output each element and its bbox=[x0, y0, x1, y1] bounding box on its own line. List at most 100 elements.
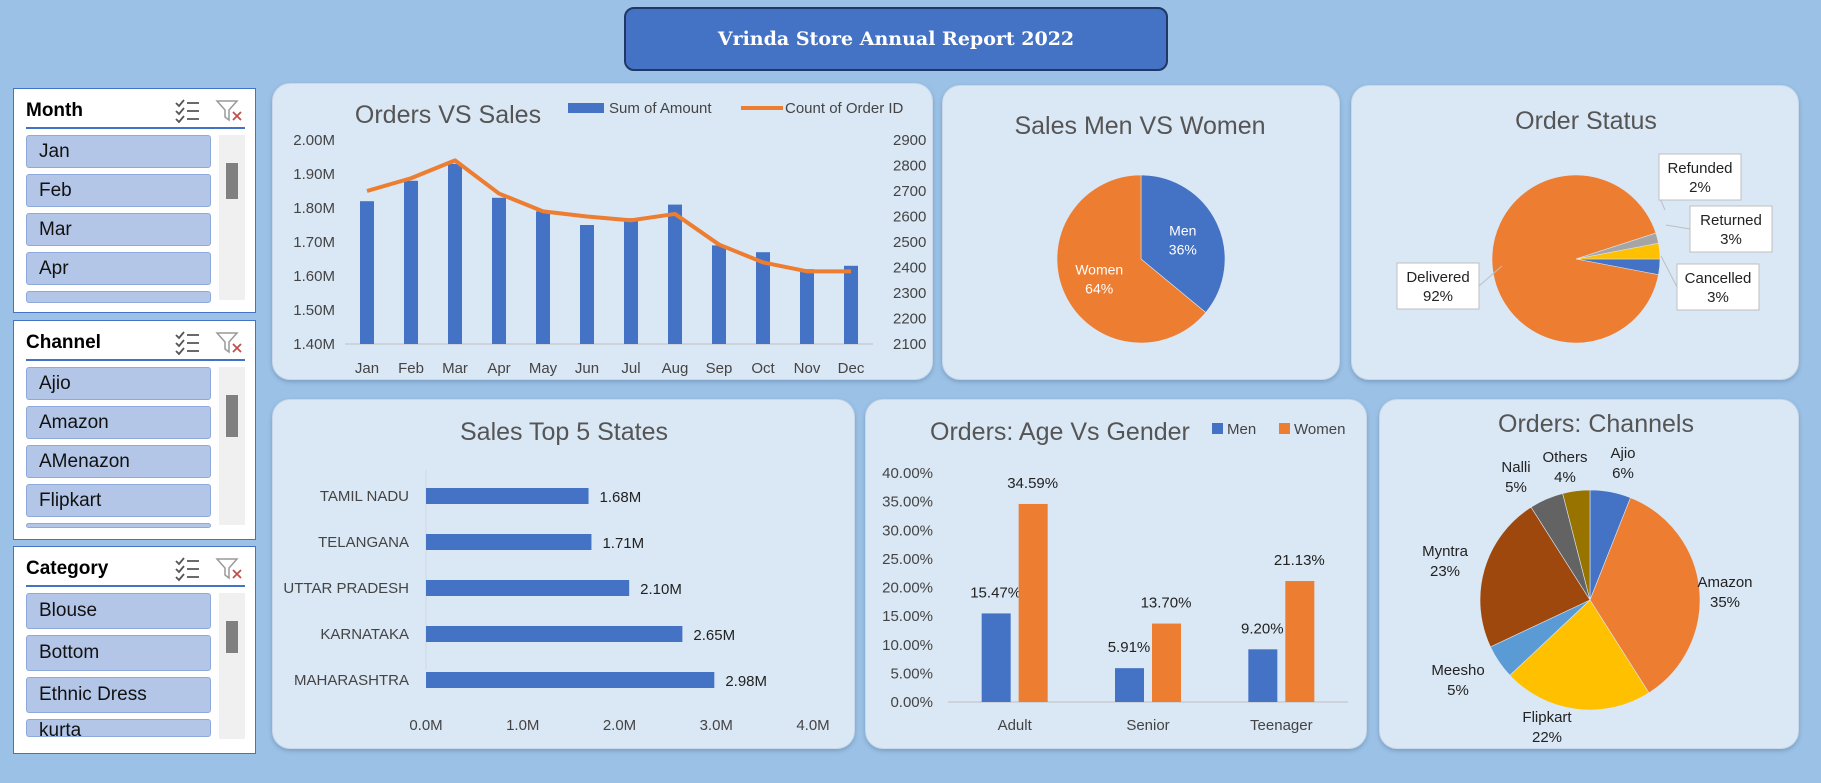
bar-value-label: 2.65M bbox=[693, 627, 735, 644]
clear-filter-icon[interactable] bbox=[215, 98, 245, 124]
slicer-item-kurta[interactable]: kurta bbox=[26, 719, 211, 737]
bar-state bbox=[426, 488, 589, 504]
channel-slice-amazon bbox=[1589, 497, 1701, 694]
callout-value: 3% bbox=[1707, 289, 1729, 306]
sales-men-women-chart: Sales Men VS Women Men 36% Women 64% bbox=[1014, 112, 1266, 344]
bar-value-label: 2.10M bbox=[640, 581, 682, 598]
x-tick-label: Jun bbox=[575, 360, 599, 377]
y-tick-label: 20.00% bbox=[882, 580, 933, 597]
x-tick-label: 4.0M bbox=[796, 717, 829, 734]
multi-select-icon[interactable] bbox=[173, 330, 203, 356]
leader-line bbox=[1665, 224, 1691, 230]
slicer-item-mar[interactable]: Mar bbox=[26, 213, 211, 246]
y-right-tick-label: 2700 bbox=[893, 183, 926, 200]
bar-sales bbox=[448, 163, 462, 344]
bar-sales bbox=[624, 218, 638, 344]
bar-women bbox=[1018, 503, 1048, 702]
slice-name-label: Amazon bbox=[1697, 574, 1752, 591]
slicer-item-feb[interactable]: Feb bbox=[26, 174, 211, 207]
age-gender-card: Orders: Age Vs Gender Men Women 0.00% 5.00% 1… bbox=[865, 399, 1367, 749]
slicer-item-ethnic-dress[interactable]: Ethnic Dress bbox=[26, 677, 211, 713]
x-tick-label: Jan bbox=[355, 360, 379, 377]
bar-sales bbox=[800, 269, 814, 344]
legend-swatch-women bbox=[1279, 423, 1290, 434]
chart-title: Order Status bbox=[1515, 107, 1657, 135]
chart-title: Sales Top 5 States bbox=[460, 418, 668, 446]
slice-value-label: 64% bbox=[1085, 281, 1113, 297]
callout-value: 2% bbox=[1689, 179, 1711, 196]
x-tick-label: Adult bbox=[998, 717, 1033, 734]
slicer-scroll-thumb[interactable] bbox=[226, 395, 238, 437]
bar-value-label: 1.71M bbox=[602, 535, 644, 552]
slicer-scrollbar[interactable] bbox=[219, 135, 245, 300]
slice-name-label: Nalli bbox=[1501, 459, 1530, 476]
y-right-tick-label: 2200 bbox=[893, 311, 926, 328]
x-tick-label: 3.0M bbox=[700, 717, 733, 734]
slicer-scroll-thumb[interactable] bbox=[226, 163, 238, 199]
x-tick-label: 2.0M bbox=[603, 717, 636, 734]
slicer-item-amazon[interactable]: Amazon bbox=[26, 406, 211, 439]
multi-select-icon[interactable] bbox=[173, 556, 203, 582]
slicer-item-bottom[interactable]: Bottom bbox=[26, 635, 211, 671]
slicer-item-jan[interactable]: Jan bbox=[26, 135, 211, 168]
slice-name-label: Others bbox=[1542, 449, 1587, 466]
order-status-chart: Order Status Cancelled 3% Delivered 92% Refun… bbox=[1396, 107, 1773, 344]
bar-value-label: 15.47% bbox=[970, 584, 1021, 601]
data-callout bbox=[1396, 262, 1480, 310]
legend-label: Sum of Amount bbox=[609, 100, 712, 117]
y-left-tick-label: 1.60M bbox=[293, 268, 335, 285]
clear-filter-icon[interactable] bbox=[215, 556, 245, 582]
slicer-item-apr[interactable]: Apr bbox=[26, 252, 211, 285]
callout-value: 92% bbox=[1423, 288, 1453, 305]
y-tick-label: 25.00% bbox=[882, 551, 933, 568]
y-tick-label: 30.00% bbox=[882, 522, 933, 539]
clear-filter-icon[interactable] bbox=[215, 330, 245, 356]
month-slicer: Month Jan Feb Mar Apr bbox=[13, 88, 256, 313]
line-orders bbox=[366, 158, 851, 274]
slice-name-label: Flipkart bbox=[1522, 709, 1572, 726]
y-tick-label: KARNATAKA bbox=[320, 626, 409, 643]
x-tick-label: Teenager bbox=[1250, 717, 1313, 734]
x-tick-label: Aug bbox=[662, 360, 689, 377]
chart-title: Sales Men VS Women bbox=[1014, 112, 1265, 140]
slicer-item-partial[interactable] bbox=[26, 523, 211, 528]
callout-value: 3% bbox=[1720, 231, 1742, 248]
bar-state bbox=[426, 672, 715, 688]
slice-value-label: 6% bbox=[1612, 465, 1634, 482]
channel-slice-myntra bbox=[1479, 506, 1591, 648]
y-tick-label: 40.00% bbox=[882, 465, 933, 482]
slicer-item-blouse[interactable]: Blouse bbox=[26, 593, 211, 629]
y-left-tick-label: 2.00M bbox=[293, 132, 335, 149]
channel-slicer-title: Channel bbox=[26, 332, 101, 353]
bar-sales bbox=[668, 204, 682, 344]
category-slicer-title: Category bbox=[26, 558, 109, 579]
x-tick-label: Senior bbox=[1126, 717, 1169, 734]
chart-title: Orders: Age Vs Gender bbox=[930, 418, 1190, 446]
slice-name-label: Meesho bbox=[1431, 662, 1484, 679]
slice-value-label: 23% bbox=[1430, 563, 1460, 580]
bar-value-label: 21.13% bbox=[1274, 552, 1325, 569]
data-callout bbox=[1689, 205, 1773, 253]
y-tick-label: 15.00% bbox=[882, 608, 933, 625]
slicer-item-amenazon[interactable]: AMenazon bbox=[26, 445, 211, 478]
y-tick-label: TAMIL NADU bbox=[320, 488, 409, 505]
slicer-item-flipkart[interactable]: Flipkart bbox=[26, 484, 211, 517]
slice-value-label: 36% bbox=[1169, 241, 1197, 257]
multi-select-icon[interactable] bbox=[173, 98, 203, 124]
channels-card: Orders: Channels Ajio 6% Amazon 35% Flipkart 2… bbox=[1379, 399, 1799, 749]
orders-vs-sales-card: Orders VS Sales Sum of Amount Count of Ord… bbox=[272, 83, 933, 380]
slicer-scrollbar[interactable] bbox=[219, 367, 245, 525]
y-right-tick-label: 2100 bbox=[893, 336, 926, 353]
x-tick-label: 1.0M bbox=[506, 717, 539, 734]
slicer-scroll-thumb[interactable] bbox=[226, 621, 238, 653]
y-tick-label: 10.00% bbox=[882, 637, 933, 654]
y-left-tick-label: 1.70M bbox=[293, 234, 335, 251]
y-left-tick-label: 1.90M bbox=[293, 166, 335, 183]
slicer-item-partial[interactable] bbox=[26, 291, 211, 303]
channel-slice-flipkart bbox=[1509, 599, 1650, 711]
slicer-scrollbar[interactable] bbox=[219, 593, 245, 739]
slicer-item-ajio[interactable]: Ajio bbox=[26, 367, 211, 400]
data-callout bbox=[1658, 153, 1742, 201]
status-slice-delivered bbox=[1491, 174, 1659, 344]
bar-women bbox=[1285, 581, 1315, 702]
